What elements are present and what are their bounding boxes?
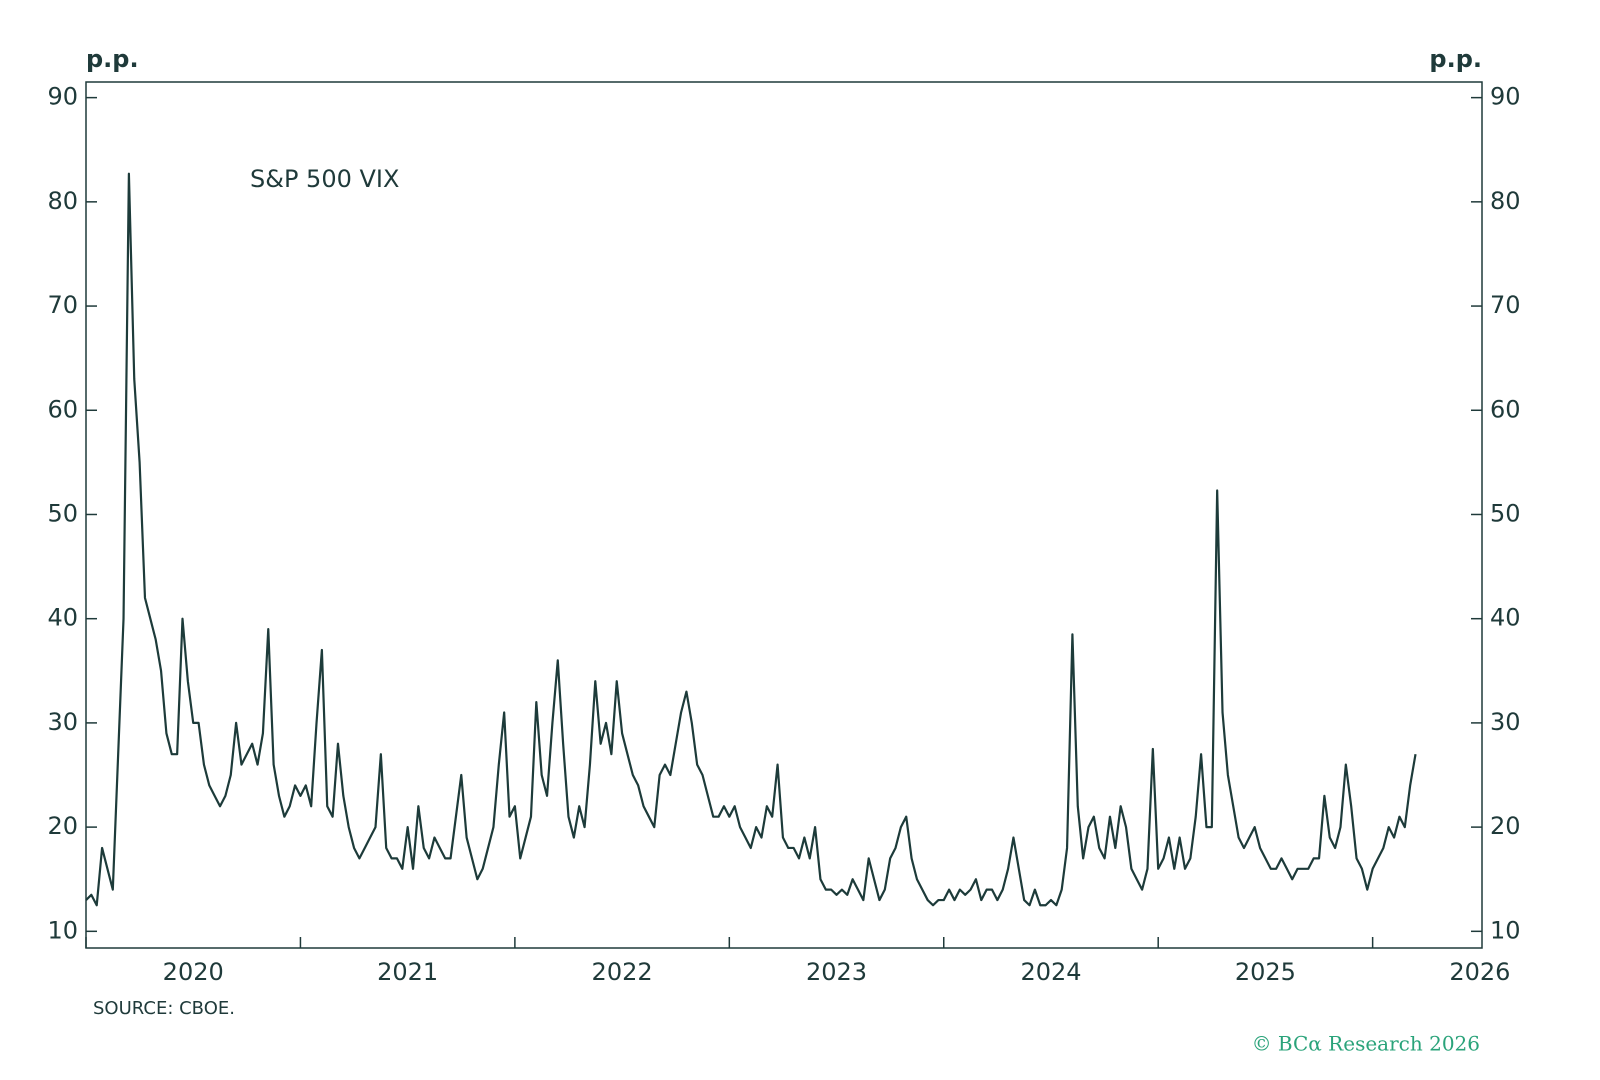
y-tick-label: 40 (47, 604, 78, 632)
y-tick-label: 20 (47, 812, 78, 840)
y-axis-label: p.p. (86, 45, 139, 73)
y-tick-label: 90 (47, 83, 78, 111)
y2-tick-label: 50 (1490, 499, 1521, 527)
y-tick-label: 70 (47, 291, 78, 319)
y2-tick-label: 40 (1490, 604, 1521, 632)
y-tick-label: 60 (47, 395, 78, 423)
x-tick-label: 2020 (163, 958, 224, 986)
x-tick-label: 2024 (1020, 958, 1081, 986)
y-tick-label: 10 (47, 916, 78, 944)
y2-tick-label: 10 (1490, 916, 1521, 944)
credit: © BCα Research 2026 (1252, 1032, 1480, 1056)
series-label: S&P 500 VIX (250, 165, 399, 193)
y-tick-label: 80 (47, 187, 78, 215)
y2-tick-label: 80 (1490, 187, 1521, 215)
y2-tick-label: 30 (1490, 708, 1521, 736)
x-tick-label: 2022 (592, 958, 653, 986)
y2-tick-label: 90 (1490, 83, 1521, 111)
source-note: SOURCE: CBOE. (93, 998, 235, 1019)
y2-tick-label: 20 (1490, 812, 1521, 840)
series-line (85, 172, 1417, 907)
y-tick-label: 50 (47, 499, 78, 527)
y-tick-label: 30 (47, 708, 78, 736)
x-tick-label: 2025 (1235, 958, 1296, 986)
y2-tick-label: 70 (1490, 291, 1521, 319)
x-tick-label: 2021 (377, 958, 438, 986)
y2-axis-label: p.p. (1429, 45, 1482, 73)
x-tick-label: 2026 (1449, 958, 1510, 986)
x-tick-label: 2023 (806, 958, 867, 986)
y2-tick-label: 60 (1490, 395, 1521, 423)
plot-frame (85, 81, 1483, 949)
